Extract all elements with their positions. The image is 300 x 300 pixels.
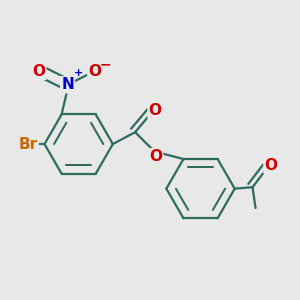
Text: O: O bbox=[148, 103, 162, 118]
Text: O: O bbox=[88, 64, 101, 79]
Text: Br: Br bbox=[19, 136, 38, 152]
Text: −: − bbox=[100, 57, 111, 71]
Text: +: + bbox=[74, 68, 83, 78]
Text: N: N bbox=[61, 77, 74, 92]
Text: O: O bbox=[149, 149, 162, 164]
Text: O: O bbox=[265, 158, 278, 173]
Text: O: O bbox=[32, 64, 46, 79]
